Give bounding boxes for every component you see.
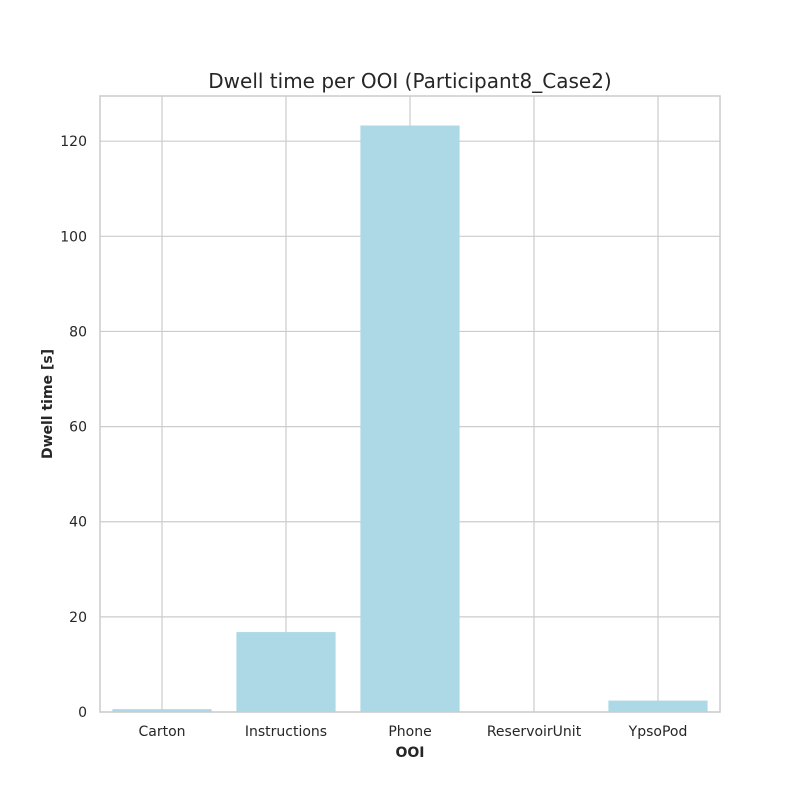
y-tick-label: 20 bbox=[69, 610, 87, 626]
y-axis-label: Dwell time [s] bbox=[40, 349, 56, 459]
y-ticks: 0 20 40 60 80 100 120 bbox=[60, 134, 87, 721]
x-tick-label: YpsoPod bbox=[628, 724, 688, 740]
x-tick-label: Carton bbox=[138, 724, 185, 740]
bar-ypsopod bbox=[608, 700, 708, 712]
bar-carton bbox=[112, 709, 212, 712]
x-tick-label: Phone bbox=[388, 724, 431, 740]
x-ticks: Carton Instructions Phone ReservoirUnit Ypso… bbox=[138, 724, 687, 740]
bar-instructions bbox=[236, 632, 336, 712]
x-axis-label: OOI bbox=[395, 745, 424, 761]
bars bbox=[112, 125, 708, 713]
x-tick-label: ReservoirUnit bbox=[487, 724, 582, 740]
x-tick-label: Instructions bbox=[245, 724, 327, 740]
y-tick-label: 120 bbox=[60, 134, 87, 150]
y-tick-label: 40 bbox=[69, 515, 87, 531]
y-tick-label: 80 bbox=[69, 324, 87, 340]
y-tick-label: 100 bbox=[60, 229, 87, 245]
chart-title: Dwell time per OOI (Participant8_Case2) bbox=[208, 69, 611, 93]
y-tick-label: 60 bbox=[69, 420, 87, 436]
bar-phone bbox=[360, 125, 460, 713]
plot-frame bbox=[99, 95, 721, 713]
y-tick-label: 0 bbox=[78, 705, 87, 721]
